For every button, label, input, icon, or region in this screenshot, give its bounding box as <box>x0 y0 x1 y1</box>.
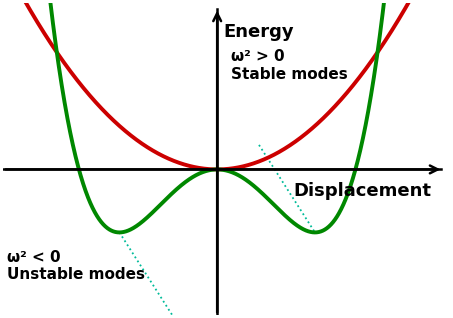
Text: Displacement: Displacement <box>294 182 432 200</box>
Text: ω² < 0
Unstable modes: ω² < 0 Unstable modes <box>7 250 145 282</box>
Text: ω² > 0
Stable modes: ω² > 0 Stable modes <box>231 49 348 82</box>
Text: Energy: Energy <box>224 23 294 41</box>
